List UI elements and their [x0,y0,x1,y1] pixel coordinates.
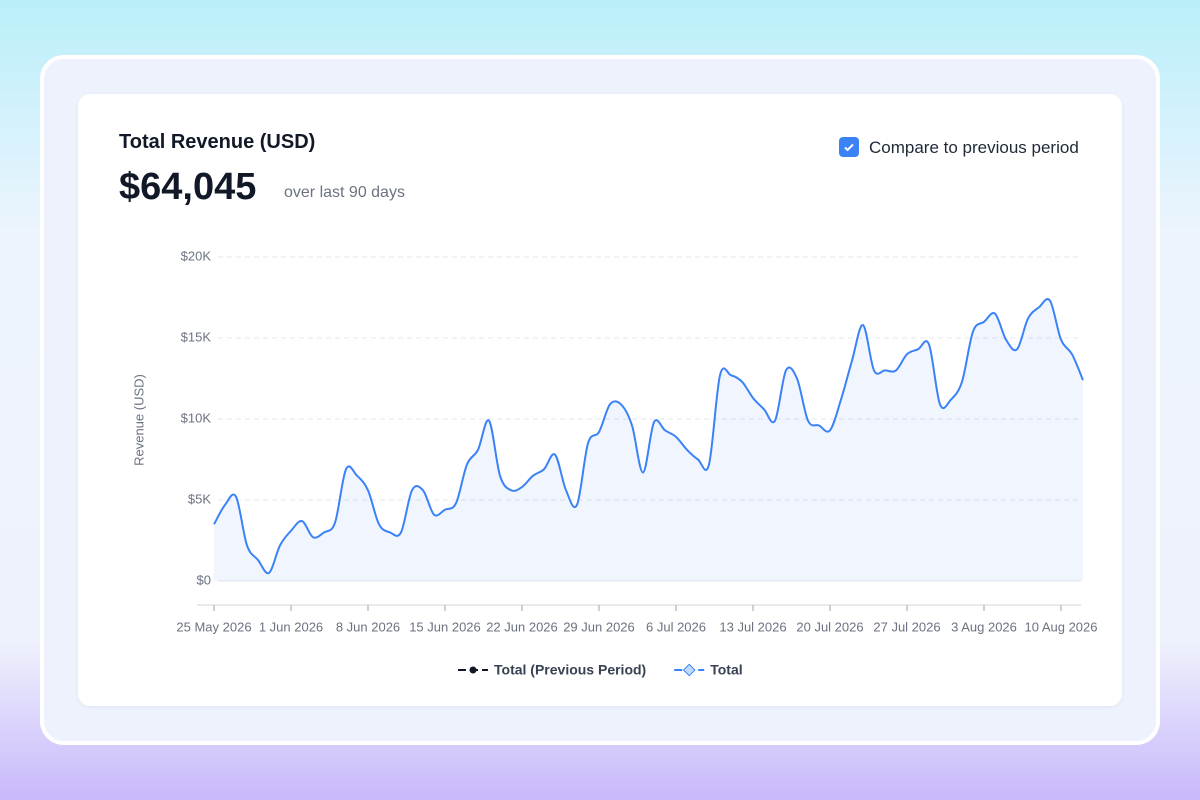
x-tick-label: 20 Jul 2026 [796,619,863,634]
line [213,298,1084,575]
x-tick-label: 27 Jul 2026 [873,619,940,634]
y-tick-label: $5K [188,491,211,506]
card-title: Total Revenue (USD) [119,131,316,153]
legend-marker [682,663,696,677]
y-axis-title: Revenue (USD) [131,374,146,466]
check-icon [844,143,854,152]
x-tick-label: 25 May 2026 [176,619,251,634]
legend-label: Total [710,662,742,678]
x-tick-label: 3 Aug 2026 [951,619,1017,634]
card [78,94,1122,706]
y-tick-label: $10K [181,410,212,425]
compare-label[interactable]: Compare to previous period [869,138,1079,157]
x-tick-label: 8 Jun 2026 [336,619,400,634]
amount: $64,045 [119,166,257,208]
period: over last 90 days [284,184,405,201]
x-tick-label: 15 Jun 2026 [409,619,481,634]
y-tick-label: $15K [181,329,212,344]
area [214,299,1083,581]
y-tick-label: $20K [181,248,212,263]
x-tick-label: 1 Jun 2026 [259,619,323,634]
x-tick-label: 6 Jul 2026 [646,619,706,634]
x-tick-label: 13 Jul 2026 [719,619,786,634]
y-tick-label: $0 [197,572,211,587]
legend-marker [469,666,477,674]
x-tick-label: 22 Jun 2026 [486,619,558,634]
checkbox[interactable] [839,137,859,157]
x-tick-label: 29 Jun 2026 [563,619,635,634]
x-tick-label: 10 Aug 2026 [1024,619,1097,634]
legend-label: Total (Previous Period) [494,662,646,678]
